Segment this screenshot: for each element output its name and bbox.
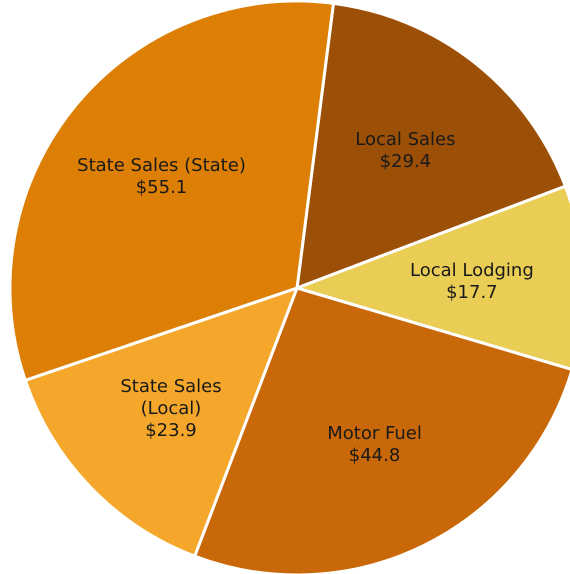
category-label: Motor Fuel <box>327 422 422 444</box>
pie-slice <box>8 0 336 383</box>
slice-label: State Sales (Local) $23.9 <box>111 376 231 442</box>
slice-label: State Sales (State) $55.1 <box>77 155 246 199</box>
category-label: Local Sales <box>355 128 456 150</box>
pie-slice <box>295 1 568 291</box>
value-label: $17.7 <box>446 281 498 303</box>
pie-slice <box>23 285 300 559</box>
value-label: $23.9 <box>145 420 197 442</box>
value-label: $44.8 <box>348 444 401 466</box>
category-label: State Sales (State) <box>77 155 246 177</box>
pie-slice <box>192 286 570 574</box>
category-label: Local Lodging <box>409 259 534 281</box>
slice-label: Local Sales $29.4 <box>355 129 455 173</box>
value-label: $55.1 <box>135 177 188 199</box>
category-label: State Sales (Local) <box>120 376 222 420</box>
slice-label: Motor Fuel $44.8 <box>327 423 422 467</box>
value-label: $29.4 <box>379 150 432 172</box>
slice-label: Local Lodging $17.7 <box>410 260 534 304</box>
